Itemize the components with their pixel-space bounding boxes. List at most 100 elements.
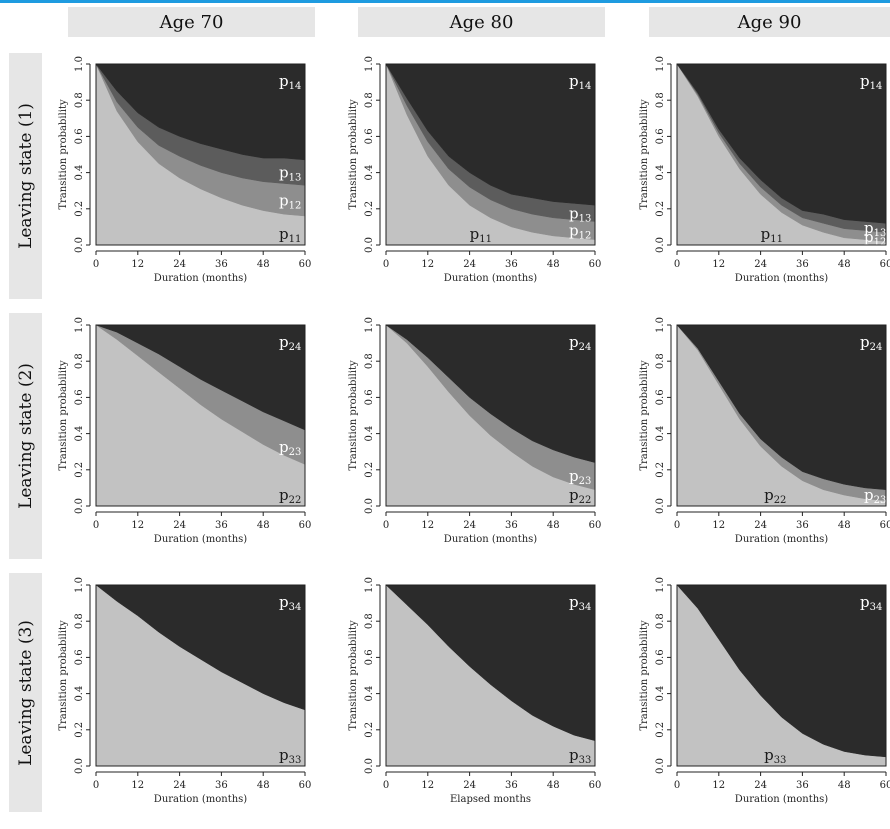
column-header-age-90: Age 90 <box>649 7 890 37</box>
y-tick-label: 0.8 <box>74 613 85 629</box>
y-tick-label: 1.0 <box>74 56 85 72</box>
x-tick-label: 60 <box>589 780 602 791</box>
x-tick-label: 24 <box>173 259 186 270</box>
y-tick-label: 0.0 <box>364 758 375 774</box>
x-tick-label: 36 <box>505 259 518 270</box>
y-tick-label: 0.6 <box>364 128 375 144</box>
y-tick-label: 0.0 <box>74 237 85 253</box>
y-tick-label: 0.8 <box>364 92 375 108</box>
row-header-state-1-label: Leaving state (1) <box>15 103 36 249</box>
x-tick-label: 0 <box>383 780 389 791</box>
y-tick-label: 0.2 <box>364 201 375 217</box>
x-tick-label: 12 <box>421 520 434 531</box>
y-axis-label: Transition probability <box>58 99 69 210</box>
y-tick-label: 0.8 <box>364 613 375 629</box>
x-tick-label: 60 <box>880 259 890 270</box>
row-header-state-2-label: Leaving state (2) <box>15 363 36 509</box>
y-tick-label: 0.6 <box>364 389 375 405</box>
x-tick-label: 36 <box>505 780 518 791</box>
row-header-state-3-label: Leaving state (3) <box>15 619 36 766</box>
x-tick-label: 36 <box>796 780 809 791</box>
y-axis-label: Transition probability <box>58 620 69 731</box>
y-tick-label: 0.2 <box>74 201 85 217</box>
y-tick-label: 0.2 <box>655 462 666 478</box>
y-tick-label: 1.0 <box>655 317 666 333</box>
y-tick-label: 0.2 <box>74 462 85 478</box>
y-tick-label: 0.6 <box>364 649 375 665</box>
y-tick-label: 0.0 <box>655 758 666 774</box>
x-tick-label: 36 <box>215 259 228 270</box>
plot-frame <box>676 324 887 507</box>
x-tick-label: 24 <box>754 780 767 791</box>
row-header-state-2: Leaving state (2) <box>9 313 42 559</box>
x-tick-label: 36 <box>215 520 228 531</box>
column-header-age-70: Age 70 <box>68 7 315 37</box>
x-axis-label: Duration (months) <box>444 534 537 545</box>
y-tick-label: 0.8 <box>74 92 85 108</box>
x-tick-label: 0 <box>674 520 680 531</box>
x-tick-label: 24 <box>463 520 476 531</box>
x-tick-label: 12 <box>131 780 144 791</box>
x-tick-label: 48 <box>547 780 560 791</box>
y-tick-label: 1.0 <box>364 56 375 72</box>
x-axis-label: Duration (months) <box>735 273 828 284</box>
y-tick-label: 0.0 <box>655 498 666 514</box>
y-tick-label: 0.6 <box>74 649 85 665</box>
y-axis-label: Transition probability <box>639 620 650 731</box>
y-tick-label: 0.4 <box>364 686 375 702</box>
x-tick-label: 0 <box>383 259 389 270</box>
y-tick-label: 1.0 <box>74 317 85 333</box>
x-axis-label: Duration (months) <box>444 273 537 284</box>
x-tick-label: 48 <box>838 259 851 270</box>
column-header-age-80: Age 80 <box>358 7 605 37</box>
x-tick-label: 24 <box>463 780 476 791</box>
x-tick-label: 24 <box>173 520 186 531</box>
y-tick-label: 0.4 <box>655 426 666 442</box>
x-tick-label: 36 <box>505 520 518 531</box>
y-tick-label: 0.4 <box>74 426 85 442</box>
y-tick-label: 0.2 <box>655 722 666 738</box>
y-tick-label: 1.0 <box>364 317 375 333</box>
x-tick-label: 12 <box>131 520 144 531</box>
y-tick-label: 1.0 <box>74 577 85 593</box>
y-tick-label: 0.4 <box>364 165 375 181</box>
y-tick-label: 1.0 <box>655 56 666 72</box>
x-tick-label: 12 <box>712 259 725 270</box>
plot-frame <box>95 63 306 246</box>
y-tick-label: 0.2 <box>364 462 375 478</box>
x-tick-label: 48 <box>257 780 270 791</box>
plot-frame <box>95 584 306 767</box>
plot-frame <box>385 63 596 246</box>
x-tick-label: 12 <box>421 259 434 270</box>
chart-grid: Age 70 Age 80 Age 90 Leaving state (1) L… <box>9 7 890 812</box>
x-tick-label: 0 <box>93 780 99 791</box>
x-axis-label: Duration (months) <box>154 273 247 284</box>
y-axis-label: Transition probability <box>348 360 359 471</box>
x-tick-label: 36 <box>215 780 228 791</box>
y-tick-label: 1.0 <box>364 577 375 593</box>
y-tick-label: 0.6 <box>74 389 85 405</box>
x-tick-label: 12 <box>712 780 725 791</box>
y-tick-label: 0.4 <box>74 165 85 181</box>
y-tick-label: 0.8 <box>655 92 666 108</box>
x-tick-label: 0 <box>383 520 389 531</box>
plot-frame <box>95 324 306 507</box>
x-tick-label: 48 <box>257 259 270 270</box>
y-tick-label: 0.6 <box>655 389 666 405</box>
y-axis-label: Transition probability <box>639 360 650 471</box>
x-tick-label: 60 <box>880 780 890 791</box>
x-tick-label: 24 <box>754 259 767 270</box>
y-tick-label: 0.0 <box>364 237 375 253</box>
x-tick-label: 60 <box>299 259 312 270</box>
y-tick-label: 0.0 <box>74 498 85 514</box>
y-tick-label: 0.6 <box>655 128 666 144</box>
x-axis-label: Duration (months) <box>735 534 828 545</box>
x-axis-label: Elapsed months <box>450 794 531 805</box>
plot-frame <box>385 324 596 507</box>
